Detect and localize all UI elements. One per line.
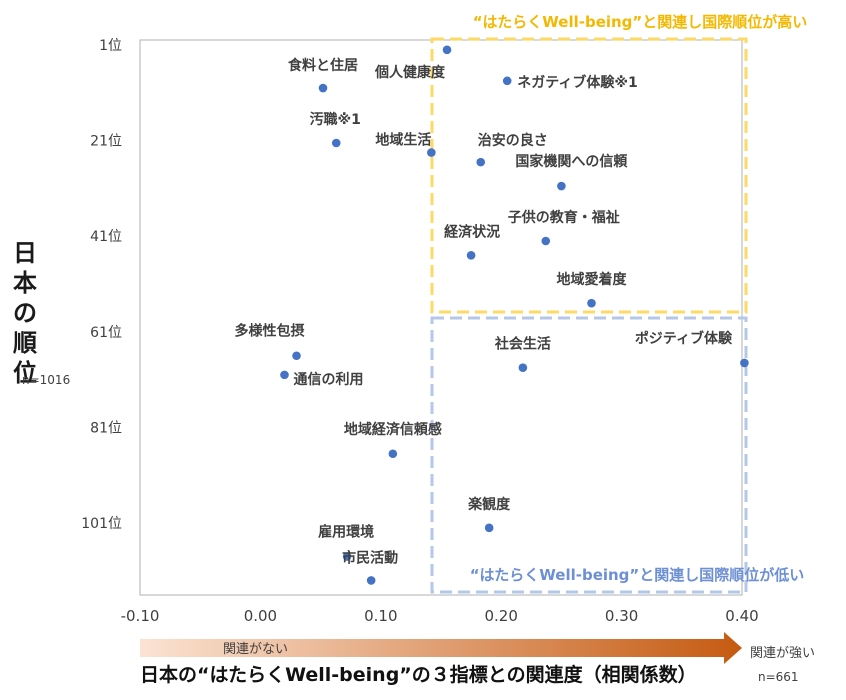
data-point-label: 楽観度 [467,496,511,513]
x-tick-label: -0.10 [121,607,160,625]
data-point [541,236,551,246]
data-point [502,76,512,86]
data-point [342,552,352,561]
x-tick-label: 0.10 [364,607,397,625]
y-tick-label: 41位 [90,229,122,245]
data-point [476,157,486,167]
y-tick-label: 21位 [90,134,122,150]
data-point [388,449,398,459]
data-point [280,370,289,380]
y-axis-title: 日本の順位 [13,239,37,387]
y-tick-label: 61位 [90,325,122,341]
arrow-low-label: 関連がない [223,642,289,657]
data-point [740,358,749,368]
data-point-label: 汚職※1 [310,111,361,128]
data-point-label: ポジティブ体験 [635,330,733,347]
x-axis-ticks: -0.10 0.00 0.10 0.20 0.30 0.40 [121,607,759,625]
data-point [292,351,301,361]
data-point-label: 市民活動 [342,549,398,566]
data-point [331,138,341,148]
data-point [587,298,596,308]
data-point-label: 雇用環境 [318,524,374,541]
x-tick-label: 0.40 [725,607,758,625]
data-point-label: 国家機関への信頼 [515,153,628,170]
x-tick-label: 0.20 [484,607,517,625]
y-axis-n-label: n=1016 [22,373,71,387]
region-high-label: “はたらくWell-being”と関連し国際順位が高い [473,13,808,31]
y-axis-ticks: 1位 21位 41位 61位 81位 101位 [81,38,122,532]
y-tick-label: 81位 [90,420,122,436]
arrow-high-label: 関連が強い [750,646,816,661]
data-point [557,181,566,191]
region-high-box [430,37,748,314]
data-point-label: 個人健康度 [374,64,446,81]
x-tick-label: 0.30 [605,607,638,625]
data-point-label: 子供の教育・福祉 [508,209,620,226]
data-point-label: 通信の利用 [293,371,363,388]
x-axis-title: 日本の“はたらくWell-being”の３指標との関連度（相関係数） [140,664,697,686]
region-low-label: “はたらくWell-being”と関連し国際順位が低い [470,566,805,584]
data-point [484,523,494,533]
data-point-label: 多様性包摂 [235,323,305,340]
y-tick-label: 1位 [99,38,122,54]
x-tick-label: 0.00 [244,607,277,625]
data-point [427,148,436,157]
correlation-arrow [140,632,742,664]
y-tick-label: 101位 [81,516,122,532]
data-point-label: 社会生活 [494,336,551,353]
data-point-label: 地域経済信頼感 [344,421,442,438]
data-point [466,251,476,260]
data-point [442,45,452,55]
x-axis-n-label: n=661 [758,670,799,684]
data-point-label: 治安の良さ [478,132,548,149]
data-point [366,576,376,585]
data-point-label: ネガティブ体験※1 [517,74,638,91]
data-point [318,83,328,93]
region-low-box [430,316,748,594]
data-point-label: 地域生活 [375,132,431,149]
data-point [518,363,528,372]
data-point-label: 経済状況 [444,223,500,240]
data-point-label: 食料と住居 [288,57,358,74]
data-point-label: 地域愛着度 [557,271,628,288]
